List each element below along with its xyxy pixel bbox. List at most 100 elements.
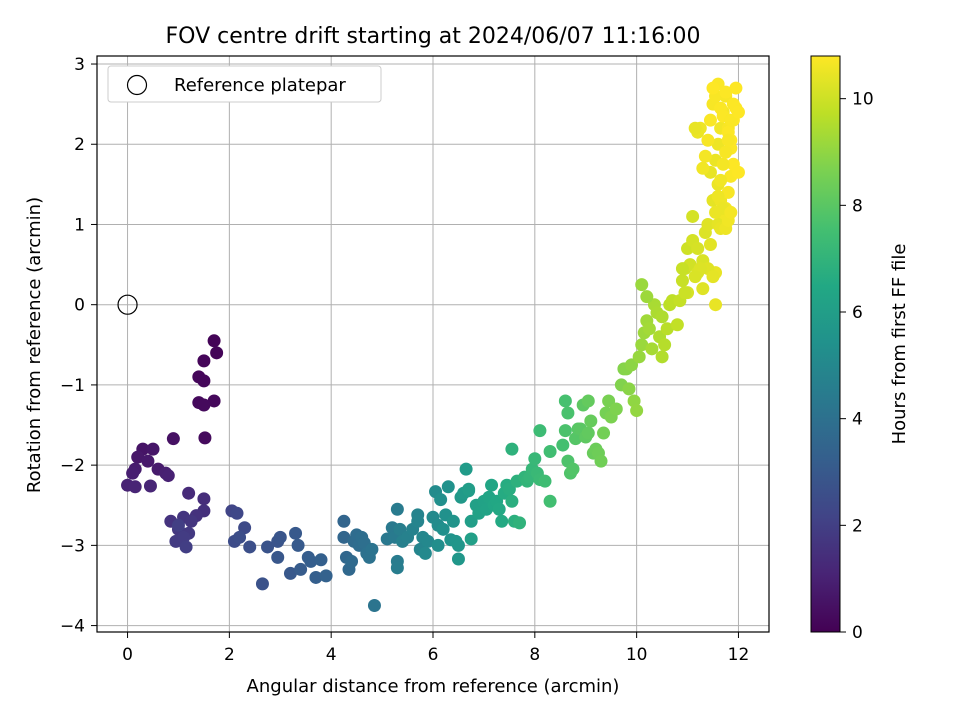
data-point xyxy=(635,278,649,292)
data-point xyxy=(505,442,519,456)
data-point xyxy=(513,516,527,530)
data-point xyxy=(731,105,745,119)
reference-marker-layer xyxy=(117,294,138,315)
data-point xyxy=(289,526,303,540)
data-point xyxy=(581,394,595,408)
colorbar-tick-label: 0 xyxy=(852,623,863,643)
y-axis-ticks: −4 −3 −2 −1 0 1 2 3 xyxy=(60,55,97,637)
reference-platepar-marker xyxy=(117,294,138,315)
x-tick-label: 2 xyxy=(224,645,235,665)
data-point xyxy=(314,553,328,567)
x-axis-ticks: 0 2 4 6 8 10 12 xyxy=(122,632,749,665)
colorbar-tick-label: 10 xyxy=(852,90,874,110)
data-point xyxy=(411,514,425,528)
data-point xyxy=(719,145,733,159)
data-point xyxy=(538,474,552,488)
data-point xyxy=(635,338,649,352)
data-point xyxy=(655,310,669,324)
data-point xyxy=(243,540,257,554)
data-point xyxy=(197,492,211,506)
data-point xyxy=(543,444,557,458)
x-axis-label: Angular distance from reference (arcmin) xyxy=(247,676,620,697)
data-point xyxy=(255,577,269,591)
data-point xyxy=(446,514,460,528)
data-point xyxy=(210,346,224,360)
data-point xyxy=(533,424,547,438)
data-point xyxy=(678,286,692,300)
data-point xyxy=(462,482,476,496)
data-point xyxy=(390,561,404,575)
data-point xyxy=(556,438,570,452)
data-point xyxy=(675,262,689,276)
data-point xyxy=(146,442,160,456)
data-point xyxy=(495,514,509,528)
data-point xyxy=(581,426,595,440)
data-point xyxy=(721,133,735,147)
data-point xyxy=(561,406,575,420)
data-point xyxy=(632,350,646,364)
data-point xyxy=(729,81,743,95)
data-point xyxy=(655,350,669,364)
data-point xyxy=(701,133,715,147)
data-point xyxy=(558,394,572,408)
data-point xyxy=(418,546,432,560)
data-point xyxy=(434,493,448,507)
data-point xyxy=(558,424,572,438)
colorbar-tick-label: 4 xyxy=(852,410,863,430)
x-tick-label: 10 xyxy=(626,645,648,665)
colorbar-tick-label: 8 xyxy=(852,196,863,216)
x-tick-label: 12 xyxy=(728,645,750,665)
data-point xyxy=(161,469,175,483)
data-point xyxy=(143,479,157,493)
colorbar-label: Hours from first FF file xyxy=(889,244,910,445)
data-point xyxy=(686,209,700,223)
data-point xyxy=(543,494,557,508)
data-point xyxy=(670,318,684,332)
data-point xyxy=(594,454,608,468)
y-tick-label: −3 xyxy=(60,536,85,556)
data-point xyxy=(459,462,473,476)
data-point xyxy=(337,514,351,528)
data-point xyxy=(126,466,140,480)
data-point xyxy=(485,478,499,492)
data-point xyxy=(701,217,715,231)
legend-label-reference: Reference platepar xyxy=(174,75,346,96)
y-tick-label: 3 xyxy=(74,55,85,75)
data-point xyxy=(660,322,674,336)
data-point xyxy=(233,530,247,544)
data-point xyxy=(703,113,717,127)
data-point xyxy=(238,521,252,535)
data-point xyxy=(197,374,211,388)
data-point xyxy=(703,238,717,252)
data-point xyxy=(691,242,705,256)
data-point xyxy=(719,85,733,99)
y-axis-label: Rotation from reference (arcmin) xyxy=(24,197,45,493)
data-point xyxy=(207,394,221,408)
colorbar-tick-label: 2 xyxy=(852,516,863,536)
data-point xyxy=(131,450,145,464)
data-point xyxy=(365,542,379,556)
data-point xyxy=(431,538,445,552)
data-point xyxy=(291,538,305,552)
data-point xyxy=(642,322,656,336)
data-point xyxy=(184,514,198,528)
data-point xyxy=(731,165,745,179)
data-point xyxy=(451,538,465,552)
data-point xyxy=(261,540,275,554)
legend-marker-icon xyxy=(126,74,148,96)
data-point xyxy=(696,161,710,175)
data-point xyxy=(492,502,506,516)
data-point xyxy=(698,149,712,163)
colorbar: 0 2 4 6 8 10 Hours from first FF file xyxy=(810,55,910,643)
colorbar-gradient xyxy=(810,55,841,633)
x-tick-label: 8 xyxy=(529,645,540,665)
y-tick-label: 2 xyxy=(74,135,85,155)
data-point xyxy=(709,298,723,312)
data-point xyxy=(696,282,710,296)
data-point xyxy=(345,554,359,568)
data-point xyxy=(421,534,435,548)
data-point xyxy=(166,432,180,446)
data-point xyxy=(128,480,142,494)
data-point xyxy=(198,431,212,445)
data-point xyxy=(721,185,735,199)
